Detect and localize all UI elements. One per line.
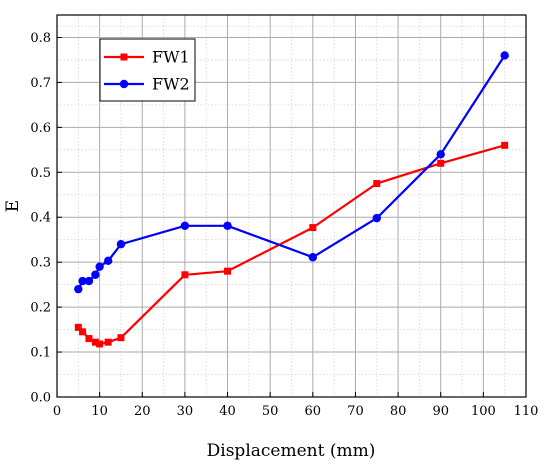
y-tick-label: 0.7	[30, 76, 51, 91]
series-fw1	[74, 141, 509, 348]
x-tick-label: 80	[390, 404, 407, 419]
data-point	[116, 240, 126, 249]
data-point	[224, 267, 232, 275]
y-tick-label: 0.2	[30, 301, 51, 316]
data-point	[309, 224, 317, 232]
data-point	[85, 335, 93, 343]
x-axis-title: Displacement (mm)	[207, 441, 376, 461]
x-tick-label: 100	[471, 404, 496, 419]
data-point	[180, 221, 190, 230]
series-layer	[74, 51, 509, 348]
x-tick-label: 30	[177, 404, 194, 419]
y-tick-label: 0.8	[30, 31, 51, 46]
data-point	[223, 221, 232, 230]
y-axis-title: E	[3, 200, 23, 212]
data-point	[308, 253, 318, 262]
x-tick-label: 90	[432, 404, 449, 419]
legend-item-fw2: FW2	[104, 75, 190, 94]
legend-marker	[120, 53, 128, 61]
x-tick-label: 70	[347, 404, 364, 419]
data-point	[96, 340, 104, 348]
x-tick-label: 110	[514, 404, 539, 419]
data-point	[103, 256, 113, 266]
legend-label: FW1	[152, 48, 190, 67]
data-point	[117, 334, 125, 342]
data-point	[501, 141, 509, 149]
x-tick-label: 20	[134, 404, 151, 419]
x-tick-label: 60	[305, 404, 322, 419]
y-tick-label: 0.3	[30, 256, 51, 271]
x-tick-label: 40	[219, 404, 236, 419]
legend-label: FW2	[152, 75, 190, 94]
data-point	[181, 271, 189, 279]
data-point	[74, 323, 82, 331]
x-tick-label: 0	[53, 404, 61, 419]
data-point	[104, 338, 112, 346]
data-point	[95, 262, 104, 271]
x-tick-label: 50	[262, 404, 279, 419]
legend-box	[99, 38, 196, 102]
data-point	[372, 213, 381, 223]
y-tick-label: 0.0	[30, 391, 51, 406]
legend-item-fw1: FW1	[104, 48, 190, 67]
data-point	[78, 276, 87, 286]
plot-frame	[56, 14, 527, 398]
data-point	[500, 51, 509, 60]
data-point	[437, 159, 445, 167]
series-fw2	[74, 51, 509, 294]
x-tick-label: 10	[91, 404, 108, 419]
y-tick-label: 0.5	[30, 166, 51, 181]
y-tick-label: 0.1	[30, 346, 51, 361]
y-tick-label: 0.6	[30, 121, 51, 136]
data-point	[91, 338, 99, 346]
data-point	[436, 150, 445, 159]
legend-marker	[119, 79, 129, 89]
y-tick-label: 0.4	[30, 211, 51, 226]
data-point	[84, 276, 94, 286]
data-point	[74, 284, 83, 294]
data-point	[91, 270, 100, 279]
ticks: 0 10 20 30 40 50 60 70 80 90 100 110 0.0 0.1 0.2 0.3 0.4…	[30, 31, 538, 419]
data-point	[373, 180, 381, 188]
data-point	[79, 328, 87, 336]
